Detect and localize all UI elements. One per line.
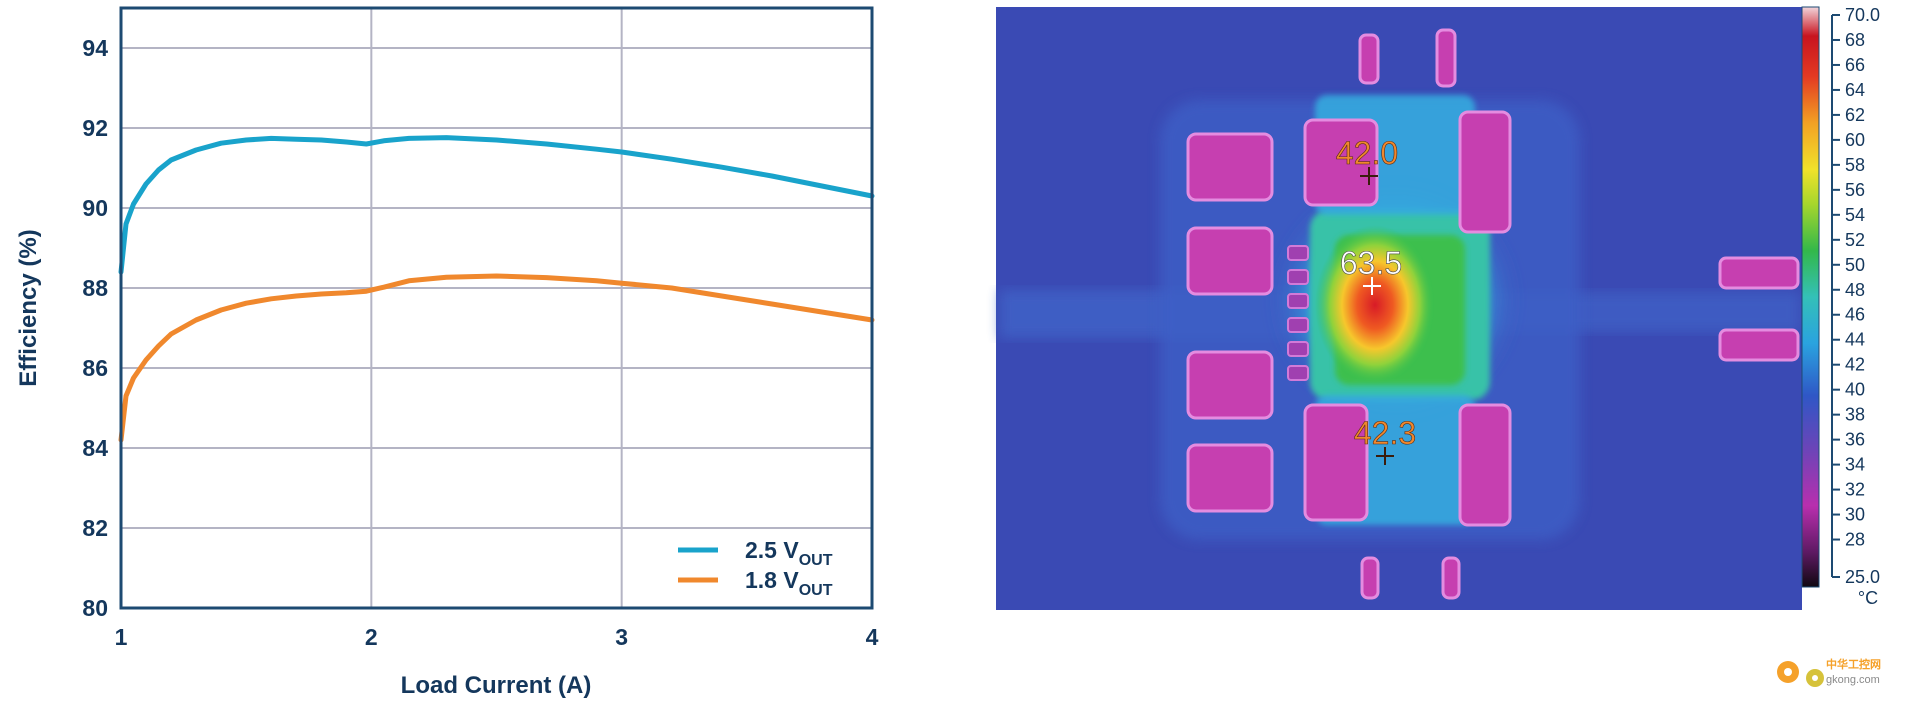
x-tick-label: 4	[866, 624, 879, 650]
chart-grid	[121, 8, 872, 608]
colorbar-tick-label: 50	[1845, 255, 1865, 275]
colorbar-tick-label: 38	[1845, 405, 1865, 425]
colorbar-tick-label: 40	[1845, 380, 1865, 400]
legend-label-1v8-sub: OUT	[799, 582, 833, 599]
spot-crosshair-2	[1363, 277, 1381, 295]
colorbar-tick-label: 48	[1845, 280, 1865, 300]
y-tick-label: 90	[82, 195, 108, 221]
colorbar-tick-label: 36	[1845, 430, 1865, 450]
component-top-mid	[1303, 118, 1379, 207]
colorbar-tick-label: 62	[1845, 105, 1865, 125]
x-tick-labels: 1 2 3 4	[115, 624, 879, 650]
spot-label-3: 42.3	[1354, 415, 1416, 451]
component-left-4	[1186, 443, 1274, 513]
colorbar-tick-label: 25.0	[1845, 567, 1880, 587]
gear-icon-large-hub	[1784, 668, 1792, 676]
colorbar-tick-label: 58	[1845, 155, 1865, 175]
colorbar-ticks: 70.0 68 66 64 62 60 58 56 54 52 50 48 46 44 42 40 38 36 34…	[1832, 5, 1880, 587]
legend-label-1v8-main: 1.8 V	[745, 567, 799, 593]
legend-label-2v5-main: 2.5 V	[745, 537, 799, 563]
spot-marker-1: 42.0	[1336, 135, 1398, 185]
x-tick-label: 1	[115, 624, 128, 650]
y-tick-label: 88	[82, 275, 108, 301]
colorbar-tick-label: 66	[1845, 55, 1865, 75]
chip-pad-1	[1287, 245, 1309, 261]
chart-series	[118, 135, 875, 443]
colorbar-tick-label: 56	[1845, 180, 1865, 200]
colorbar-tick-label: 34	[1845, 455, 1865, 475]
hot-spot-region	[1315, 225, 1435, 385]
colorbar-tick-label: 28	[1845, 530, 1865, 550]
y-tick-label: 86	[82, 355, 108, 381]
colorbar-tick-label: 32	[1845, 480, 1865, 500]
thermal-image: 42.0 63.5 42.3	[996, 7, 1802, 610]
series-line-1	[118, 273, 875, 443]
spot-crosshair-3	[1376, 447, 1394, 465]
component-left-1	[1186, 132, 1274, 202]
pin-top-1	[1358, 33, 1380, 85]
pin-bottom-1	[1360, 556, 1380, 600]
y-tick-label: 80	[82, 595, 108, 621]
chip-pad-3	[1287, 293, 1309, 309]
component-bottom-mid	[1303, 403, 1369, 522]
watermark-gear-icon	[1777, 661, 1824, 687]
efficiency-chart: 80 82 84 86 88 90 92 94 1 2 3 4 Load Current (A) E…	[15, 6, 879, 699]
colorbar-gradient	[1801, 6, 1820, 588]
y-tick-label: 84	[82, 435, 108, 461]
component-left-2	[1186, 226, 1274, 296]
y-axis-title: Efficiency (%)	[15, 229, 42, 386]
component-left-3	[1186, 350, 1274, 420]
spot-label-1: 42.0	[1336, 135, 1398, 171]
pin-top-2	[1435, 28, 1457, 88]
connector-right-2	[1718, 328, 1800, 362]
colorbar-tick-label: 46	[1845, 305, 1865, 325]
legend-label-1v8: 1.8 VOUT	[745, 567, 833, 599]
colorbar-tick-label: 52	[1845, 230, 1865, 250]
plot-frame	[119, 6, 874, 610]
spot-crosshair-1	[1360, 167, 1378, 185]
legend-label-2v5-sub: OUT	[799, 552, 833, 569]
colorbar-tick-label: 70.0	[1845, 5, 1880, 25]
connector-right-1	[1718, 256, 1800, 290]
pin-bottom-2	[1441, 556, 1461, 600]
y-tick-label: 92	[82, 115, 108, 141]
y-tick-label: 94	[82, 35, 108, 61]
watermark-line1: 中华工控网	[1826, 657, 1881, 671]
legend: 2.5 VOUT 1.8 VOUT	[678, 537, 833, 599]
series-line-0	[118, 135, 875, 275]
colorbar-tick-label: 64	[1845, 80, 1865, 100]
colorbar-tick-label: 54	[1845, 205, 1865, 225]
component-top-right	[1458, 110, 1512, 234]
legend-label-2v5: 2.5 VOUT	[745, 537, 833, 569]
chip-pad-6	[1287, 365, 1309, 381]
chip-pads	[1287, 245, 1309, 381]
spot-marker-2: 63.5	[1340, 245, 1402, 295]
spot-marker-3: 42.3	[1354, 415, 1416, 465]
gear-icon-small-hub	[1812, 675, 1818, 681]
colorbar-tick-label: 30	[1845, 505, 1865, 525]
component-bottom-right	[1458, 403, 1512, 527]
colorbar-tick-label: 60	[1845, 130, 1865, 150]
spot-label-2: 63.5	[1340, 245, 1402, 281]
colorbar-tick-label: 68	[1845, 30, 1865, 50]
colorbar-tick-label: 42	[1845, 355, 1865, 375]
watermark-line2: gkong.com	[1826, 674, 1880, 686]
colorbar-tick-label: 44	[1845, 330, 1865, 350]
x-tick-label: 3	[615, 624, 628, 650]
watermark: 中华工控网 gkong.com	[1777, 657, 1881, 687]
chip-pad-5	[1287, 341, 1309, 357]
colorbar-unit: °C	[1858, 588, 1878, 608]
colorbar: 70.0 68 66 64 62 60 58 56 54 52 50 48 46 44 42 40 38 36 34…	[1801, 5, 1880, 608]
y-tick-label: 82	[82, 515, 108, 541]
x-tick-label: 2	[365, 624, 378, 650]
components	[1186, 28, 1800, 600]
chip-pad-2	[1287, 269, 1309, 285]
x-axis-title: Load Current (A)	[401, 672, 592, 699]
y-tick-labels: 80 82 84 86 88 90 92 94	[82, 35, 108, 621]
chip-pad-4	[1287, 317, 1309, 333]
